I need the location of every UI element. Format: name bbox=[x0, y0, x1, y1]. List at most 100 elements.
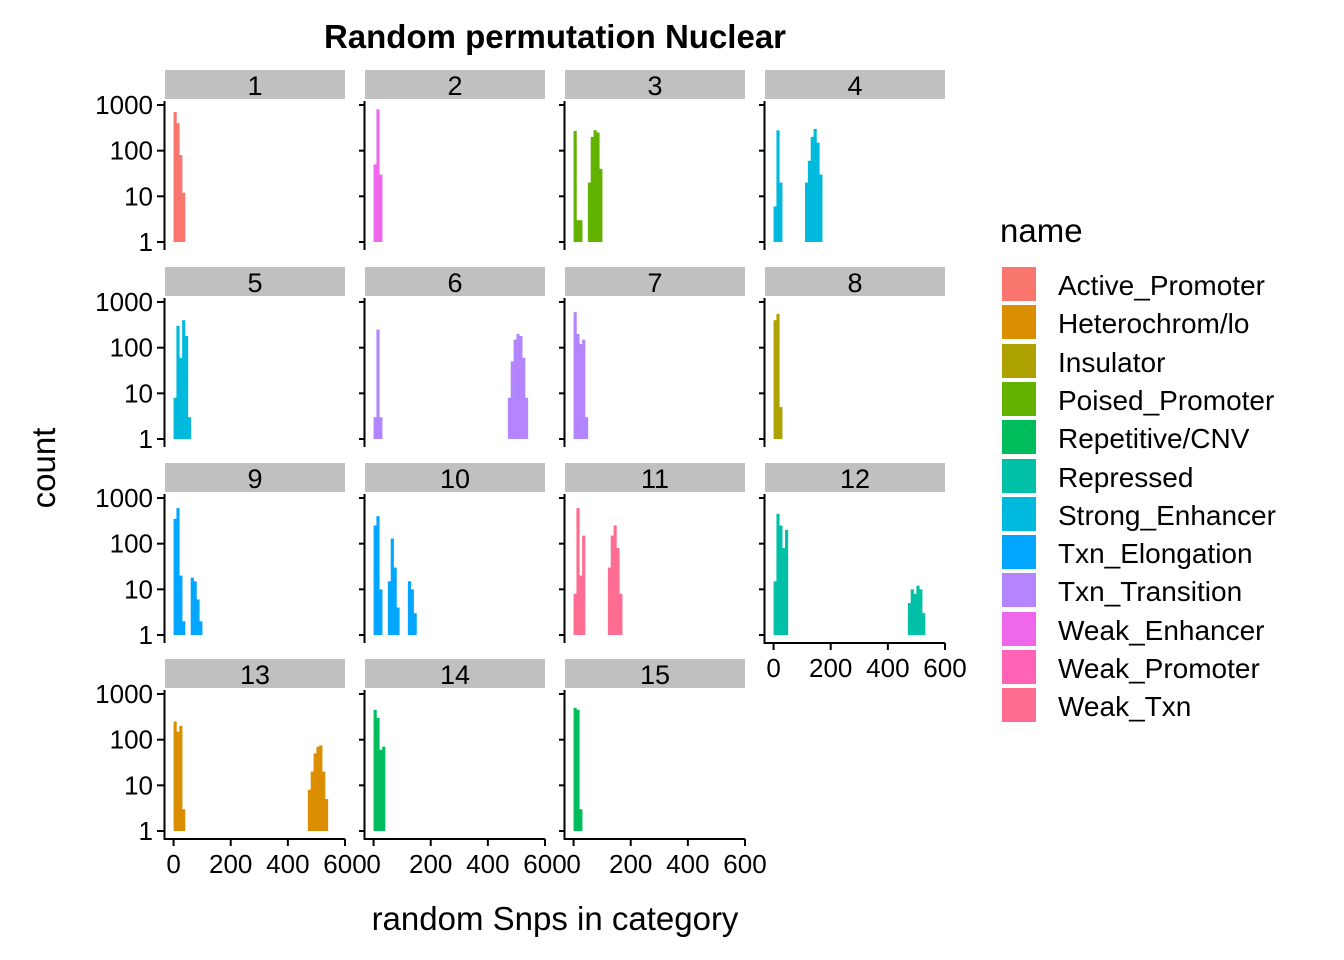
x-tick-label: 600 bbox=[523, 849, 566, 879]
panel-9: 9 1 10 100 1000 bbox=[95, 463, 345, 650]
strip-14 bbox=[365, 659, 545, 688]
bar bbox=[316, 746, 320, 831]
bar bbox=[525, 397, 529, 439]
bar bbox=[322, 771, 326, 831]
strip-5 bbox=[165, 267, 345, 296]
bar bbox=[176, 508, 180, 635]
legend-label: Repetitive/CNV bbox=[1058, 423, 1250, 455]
x-axis-label: random Snps in category bbox=[372, 900, 739, 937]
bar bbox=[179, 575, 183, 635]
legend-label: Weak_Promoter bbox=[1058, 653, 1260, 684]
bar bbox=[913, 593, 917, 635]
strip-label-15: 15 bbox=[640, 660, 670, 690]
legend-label: Weak_Enhancer bbox=[1058, 614, 1265, 646]
legend-label: Weak_Txn bbox=[1058, 691, 1192, 723]
bar bbox=[376, 516, 380, 635]
bar bbox=[179, 155, 183, 242]
bar bbox=[587, 182, 592, 242]
legend-swatch bbox=[1002, 573, 1036, 608]
y-tick-label: 1 bbox=[139, 620, 153, 650]
strip-10 bbox=[365, 463, 545, 492]
bar bbox=[573, 593, 577, 635]
y-tick-label: 1 bbox=[139, 424, 153, 454]
legend-swatch bbox=[1002, 305, 1036, 340]
x-tick-label: 0 bbox=[766, 653, 780, 683]
legend-swatch bbox=[1002, 458, 1036, 493]
legend-label: Poised_Promoter bbox=[1058, 384, 1275, 416]
x-tick-label: 600 bbox=[723, 849, 766, 879]
chart-title: Random permutation Nuclear bbox=[324, 18, 786, 55]
legend-label: Repressed bbox=[1058, 461, 1194, 493]
bar bbox=[182, 809, 186, 831]
legend-label: Txn_Elongation bbox=[1058, 538, 1253, 570]
x-tick-label: 400 bbox=[866, 653, 909, 683]
legend-swatch bbox=[1002, 535, 1036, 570]
legend-label: Active_Promoter bbox=[1058, 270, 1265, 301]
strip-9 bbox=[165, 463, 345, 492]
bar bbox=[325, 799, 329, 831]
bar bbox=[176, 123, 180, 242]
bar bbox=[590, 136, 594, 242]
legend-swatch bbox=[1002, 381, 1036, 416]
panel-8: 8 bbox=[759, 267, 945, 447]
bar bbox=[382, 746, 386, 831]
legend-title: name bbox=[1000, 212, 1083, 249]
bar bbox=[599, 168, 603, 242]
bar bbox=[193, 581, 197, 635]
x-tick-label: 200 bbox=[609, 849, 652, 879]
y-tick-label: 1000 bbox=[95, 90, 153, 120]
bar bbox=[582, 535, 586, 635]
bar bbox=[376, 329, 380, 439]
bar bbox=[173, 721, 177, 831]
bar bbox=[179, 357, 183, 439]
y-tick-label: 1000 bbox=[95, 679, 153, 709]
bar bbox=[773, 581, 777, 635]
x-tick-label: 200 bbox=[809, 653, 852, 683]
y-tick-label: 100 bbox=[110, 136, 153, 166]
panel-12: 12 0 200 400 600 bbox=[759, 463, 967, 683]
x-tick-label: 0 bbox=[566, 849, 580, 879]
strip-label-5: 5 bbox=[247, 268, 262, 298]
strip-4 bbox=[765, 70, 945, 99]
bar bbox=[607, 567, 612, 635]
legend-label: Insulator bbox=[1058, 346, 1166, 378]
bar bbox=[510, 361, 514, 439]
bar bbox=[910, 589, 914, 635]
bar bbox=[373, 525, 377, 635]
bar bbox=[313, 753, 317, 831]
bar bbox=[182, 320, 186, 439]
bar bbox=[576, 220, 580, 242]
bar bbox=[576, 333, 580, 439]
bar bbox=[776, 130, 780, 242]
strip-8 bbox=[765, 267, 945, 296]
legend-swatch bbox=[1002, 650, 1036, 684]
bar bbox=[407, 581, 412, 635]
bar bbox=[776, 513, 780, 635]
bar bbox=[610, 535, 614, 635]
bar bbox=[819, 174, 823, 242]
bar bbox=[379, 417, 383, 439]
y-tick-label: 10 bbox=[124, 181, 153, 211]
strip-label-3: 3 bbox=[647, 71, 662, 101]
x-tick-label: 600 bbox=[923, 653, 966, 683]
bar bbox=[182, 621, 186, 635]
strip-label-9: 9 bbox=[247, 464, 262, 494]
bar bbox=[373, 164, 377, 242]
legend-swatch bbox=[1002, 611, 1036, 646]
y-tick-label: 100 bbox=[110, 725, 153, 755]
y-tick-label: 1000 bbox=[95, 483, 153, 513]
x-tick-label: 0 bbox=[366, 849, 380, 879]
strip-1 bbox=[165, 70, 345, 99]
panel-15: 15 0 200 400 600 bbox=[559, 659, 767, 879]
bar bbox=[176, 325, 180, 439]
bar bbox=[196, 599, 200, 635]
legend-swatch bbox=[1002, 267, 1036, 301]
y-tick-label: 10 bbox=[124, 574, 153, 604]
bar bbox=[182, 192, 186, 242]
bar bbox=[199, 621, 203, 635]
bar bbox=[379, 589, 383, 635]
bar bbox=[576, 508, 580, 635]
bar bbox=[816, 142, 820, 242]
